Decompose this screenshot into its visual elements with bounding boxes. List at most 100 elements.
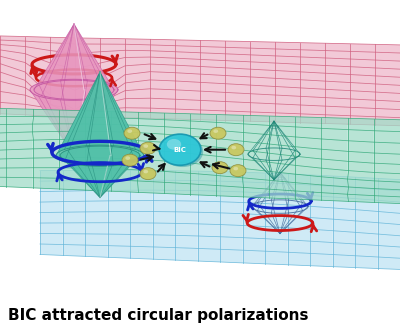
Polygon shape [198, 236, 220, 249]
Polygon shape [108, 234, 130, 246]
Polygon shape [138, 181, 164, 193]
Polygon shape [269, 171, 295, 183]
Polygon shape [164, 134, 190, 144]
Polygon shape [164, 142, 190, 153]
Polygon shape [378, 223, 400, 236]
Polygon shape [269, 153, 295, 165]
Circle shape [122, 154, 138, 166]
Polygon shape [200, 74, 225, 84]
Polygon shape [175, 73, 200, 82]
Polygon shape [175, 212, 198, 224]
Polygon shape [378, 245, 400, 258]
Polygon shape [85, 111, 111, 118]
Polygon shape [288, 184, 310, 195]
Polygon shape [355, 221, 378, 234]
Polygon shape [275, 56, 300, 64]
Polygon shape [198, 171, 220, 181]
Polygon shape [321, 168, 348, 179]
Polygon shape [250, 48, 275, 56]
Polygon shape [85, 179, 111, 191]
Polygon shape [348, 179, 374, 189]
Polygon shape [332, 255, 355, 267]
Polygon shape [150, 108, 175, 119]
Polygon shape [138, 112, 164, 120]
Polygon shape [275, 95, 300, 105]
Polygon shape [152, 190, 175, 201]
Polygon shape [374, 172, 400, 182]
Polygon shape [375, 100, 400, 110]
Polygon shape [378, 189, 400, 202]
Polygon shape [310, 253, 332, 266]
Polygon shape [50, 43, 75, 53]
Polygon shape [310, 217, 332, 231]
Polygon shape [242, 238, 265, 251]
Polygon shape [275, 63, 300, 72]
Polygon shape [138, 170, 164, 182]
Polygon shape [0, 177, 6, 187]
Polygon shape [125, 108, 150, 118]
Polygon shape [175, 81, 200, 91]
Circle shape [125, 156, 130, 160]
Polygon shape [164, 120, 190, 128]
Polygon shape [175, 201, 198, 212]
Polygon shape [0, 91, 25, 104]
Polygon shape [175, 180, 198, 190]
Polygon shape [200, 82, 225, 92]
Polygon shape [325, 98, 350, 107]
Polygon shape [325, 106, 350, 116]
Polygon shape [130, 212, 152, 223]
Polygon shape [111, 158, 138, 170]
Polygon shape [250, 94, 275, 104]
Polygon shape [374, 163, 400, 174]
Polygon shape [200, 91, 225, 102]
Polygon shape [225, 92, 250, 103]
Polygon shape [225, 61, 250, 69]
Polygon shape [150, 80, 175, 90]
Polygon shape [152, 170, 175, 180]
Polygon shape [164, 171, 190, 184]
Polygon shape [50, 104, 75, 115]
Polygon shape [378, 257, 400, 269]
Polygon shape [321, 139, 348, 151]
Polygon shape [288, 228, 310, 241]
Polygon shape [130, 201, 152, 212]
Polygon shape [152, 235, 175, 248]
Polygon shape [50, 63, 75, 90]
Polygon shape [295, 127, 321, 139]
Polygon shape [310, 241, 332, 255]
Polygon shape [0, 102, 25, 115]
Polygon shape [348, 187, 374, 196]
Polygon shape [198, 224, 220, 237]
Polygon shape [85, 245, 108, 257]
Polygon shape [85, 180, 108, 191]
Polygon shape [355, 244, 378, 257]
Polygon shape [225, 75, 250, 85]
Polygon shape [275, 78, 300, 88]
Polygon shape [50, 95, 75, 118]
Polygon shape [216, 122, 242, 133]
Polygon shape [6, 168, 32, 178]
Polygon shape [300, 105, 325, 115]
Polygon shape [250, 62, 275, 70]
Polygon shape [25, 72, 50, 104]
Polygon shape [111, 148, 138, 159]
Polygon shape [216, 147, 242, 159]
Polygon shape [295, 165, 321, 177]
Polygon shape [350, 67, 375, 76]
Polygon shape [310, 195, 332, 208]
Polygon shape [75, 44, 100, 53]
Polygon shape [175, 58, 200, 66]
Polygon shape [175, 235, 198, 248]
Polygon shape [40, 212, 62, 223]
Circle shape [233, 167, 238, 170]
Polygon shape [175, 99, 200, 110]
Polygon shape [325, 81, 350, 90]
Polygon shape [138, 150, 164, 161]
Polygon shape [190, 163, 216, 175]
Polygon shape [242, 150, 269, 162]
Polygon shape [242, 187, 269, 198]
Polygon shape [350, 59, 375, 68]
Polygon shape [275, 42, 300, 50]
Polygon shape [265, 239, 288, 252]
Polygon shape [6, 124, 32, 133]
